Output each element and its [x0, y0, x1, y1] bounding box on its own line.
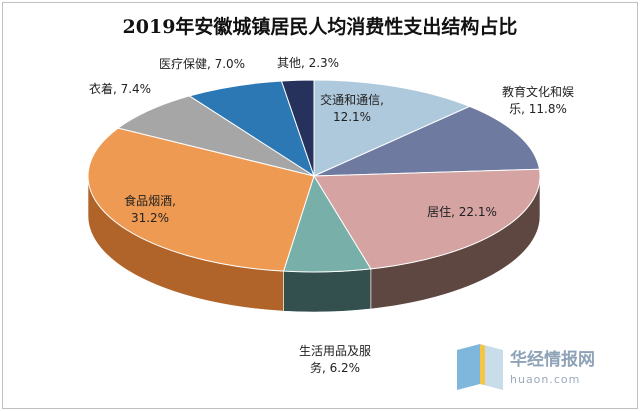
pie-slices: [87, 79, 541, 313]
slice-label-5: 衣着, 7.4%: [89, 81, 151, 96]
pie-slice-0: [313, 79, 471, 177]
watermark: 华经情报网 huaon.com: [457, 344, 595, 390]
slice-label-7: 其他, 2.3%: [277, 56, 339, 70]
watermark-url: huaon.com: [510, 373, 580, 386]
slice-label-3: 生活用品及服务, 6.2%: [299, 344, 371, 375]
slice-label-1: 教育文化和娱乐, 11.8%: [502, 84, 574, 116]
watermark-name: 华经情报网: [510, 349, 595, 370]
pie-slice-side-3: [283, 268, 372, 313]
pie-labels: 交通和通信, 12.1% 教育文化和娱乐, 11.8% 居住, 22.1% 生活用品及服…: [89, 56, 574, 375]
slice-label-2: 居住, 22.1%: [427, 205, 497, 219]
slice-label-4: 食品烟酒, 31.2%: [124, 193, 176, 225]
pie-slice-2: [313, 168, 541, 270]
pie-slice-7: [280, 79, 315, 177]
pie-slice-5: [117, 95, 315, 177]
pie-slice-4: [87, 127, 315, 272]
slice-label-0: 交通和通信, 12.1%: [320, 92, 384, 124]
chart-title: 2019年安徽城镇居民人均消费性支出结构占比: [122, 16, 518, 38]
pie-slice-1: [313, 105, 541, 177]
slice-label-6: 医疗保健, 7.0%: [159, 57, 245, 71]
book-logo-icon: [457, 344, 503, 390]
